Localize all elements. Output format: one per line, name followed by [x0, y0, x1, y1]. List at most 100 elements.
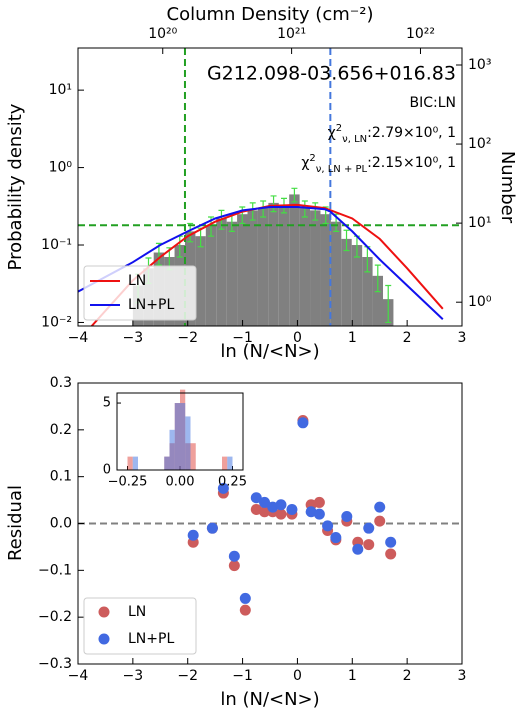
- y-tick-label: −0.3: [38, 656, 72, 672]
- residual-point: [239, 592, 251, 604]
- residual-point: [228, 560, 240, 572]
- residual-point: [228, 550, 240, 562]
- inset-bar: [190, 443, 196, 470]
- x-tick-label: 2: [403, 330, 412, 346]
- legend-label: LN+PL: [128, 631, 174, 647]
- inset-bar: [185, 416, 191, 470]
- y2-axis-label: Number: [497, 151, 518, 224]
- x-tick-label: 3: [458, 668, 467, 684]
- residual-point: [322, 520, 334, 532]
- residual-point: [330, 532, 342, 544]
- fit-stat-sub: ν, LN + PL: [316, 164, 368, 175]
- legend-swatch: [98, 606, 110, 618]
- y2-tick-label: 10²: [468, 136, 491, 152]
- inset-bar: [132, 456, 138, 470]
- inset-bar: [174, 403, 180, 470]
- fit-line: [90, 203, 444, 326]
- source-name: G212.098-03.656+016.83: [207, 63, 456, 85]
- y2-tick-label: 10³: [468, 57, 491, 73]
- legend-label: LN: [128, 273, 146, 289]
- residual-point: [217, 482, 229, 494]
- error-bar: [260, 200, 267, 218]
- histogram-bar: [289, 194, 300, 326]
- x2-tick-label: 10²¹: [277, 26, 306, 42]
- fit-stat-value: :2.15×10⁰, 1: [367, 155, 456, 171]
- y-tick-label: 10⁰: [49, 160, 73, 176]
- legend-label: LN: [128, 604, 146, 620]
- inset-bar: [222, 456, 228, 470]
- x2-tick-label: 10²²: [406, 26, 435, 42]
- x-tick-label: 0.00: [166, 475, 195, 490]
- inset-bar: [169, 429, 175, 470]
- x-tick-label: −1: [232, 668, 253, 684]
- error-bar: [187, 222, 194, 243]
- residual-point: [363, 522, 375, 534]
- x-tick-label: 1: [348, 668, 357, 684]
- histogram-bar: [216, 218, 227, 326]
- y-tick-label: −0.2: [38, 609, 72, 625]
- histogram-bar: [257, 208, 269, 326]
- histogram-bar: [278, 204, 290, 326]
- histogram-bar: [341, 238, 352, 326]
- y-axis-label: Residual: [5, 485, 26, 561]
- error-bar: [291, 187, 298, 203]
- x-tick-label: −4: [68, 330, 89, 346]
- y-tick-label: 0.2: [50, 422, 72, 438]
- x-tick-label: −2: [177, 668, 198, 684]
- residual-point: [374, 501, 386, 513]
- fit-stat-sup: 2: [309, 153, 315, 164]
- error-bar: [343, 229, 350, 252]
- x-axis-label: ln (N/<N>): [220, 341, 319, 362]
- residual-point: [250, 492, 262, 504]
- histogram-bar: [320, 214, 331, 326]
- fit-stat-symbol: χ: [301, 155, 309, 171]
- x-tick-label: −4: [68, 668, 89, 684]
- residual-point: [297, 417, 309, 429]
- legend-label: LN+PL: [128, 297, 174, 313]
- x-tick-label: 0: [293, 668, 302, 684]
- fit-stat-sup: 2: [336, 123, 342, 134]
- residual-point: [374, 515, 386, 527]
- y-tick-label: 10¹: [49, 82, 72, 98]
- y-tick-label: 10⁻²: [41, 314, 72, 330]
- legend-swatch: [98, 633, 110, 645]
- residual-point: [286, 503, 298, 515]
- histogram-bar: [372, 275, 384, 326]
- histogram-bar: [247, 210, 258, 326]
- axes-frame: [77, 382, 463, 665]
- x-tick-label: −3: [123, 668, 144, 684]
- y-tick-label: 10⁻¹: [41, 237, 72, 253]
- legend-box: [83, 265, 197, 321]
- x2-axis-label: Column Density (cm⁻²): [167, 4, 374, 25]
- residual-point: [385, 548, 397, 560]
- inset-bar: [164, 456, 170, 470]
- residual-point: [206, 522, 218, 534]
- residual-point: [352, 543, 364, 555]
- error-bar: [249, 202, 256, 221]
- x-tick-label: 0.25: [218, 475, 247, 490]
- y-tick-label: 0.3: [50, 375, 72, 391]
- error-bar: [301, 200, 308, 218]
- error-bar: [385, 284, 392, 324]
- y-axis-label: Probability density: [5, 103, 26, 270]
- histogram-bar: [205, 225, 217, 326]
- y-tick-label: 0.1: [50, 469, 72, 485]
- histogram-bar: [268, 202, 279, 326]
- y-tick-label: 0.0: [50, 516, 72, 532]
- histogram-bar: [310, 210, 321, 326]
- fit-line: [78, 205, 444, 320]
- fit-stat-sub: ν, LN: [342, 134, 367, 145]
- y2-tick-label: 10⁰: [468, 294, 492, 310]
- histogram-bar: [226, 221, 238, 326]
- y-tick-label: −0.1: [38, 562, 72, 578]
- residual-point: [313, 496, 325, 508]
- y-tick-label: 0: [103, 463, 111, 478]
- residual-point: [259, 496, 271, 508]
- residual-point: [313, 508, 325, 520]
- x-tick-label: −2: [177, 330, 198, 346]
- x-tick-label: −0.25: [108, 475, 148, 490]
- residual-point: [239, 604, 251, 616]
- error-bar: [374, 264, 381, 293]
- fit-stat-value: :2.79×10⁰, 1: [367, 125, 456, 141]
- plot-area: [78, 414, 462, 616]
